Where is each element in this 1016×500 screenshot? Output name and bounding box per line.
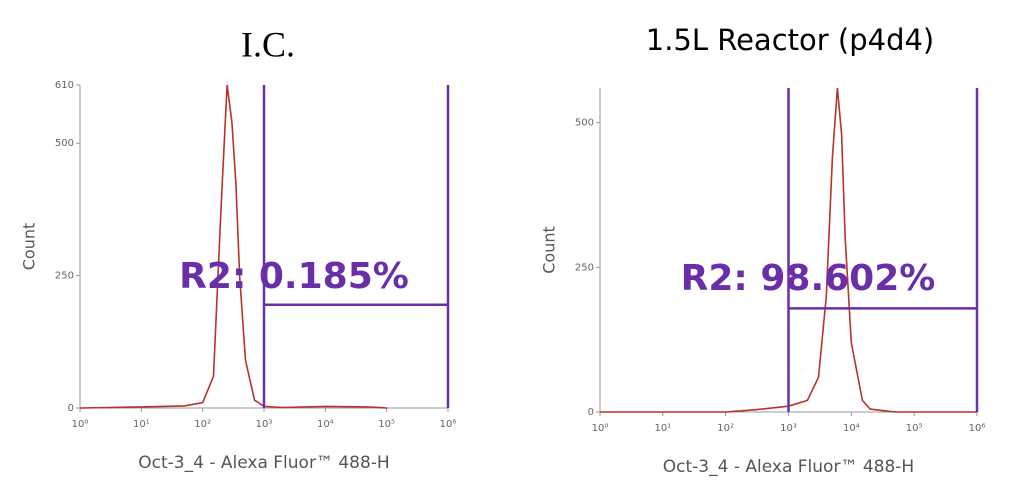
x-tick-label: 10² [194,419,211,430]
x-tick-label: 10¹ [133,419,150,430]
x-tick-label: 10⁰ [72,419,89,430]
y-tick-label: 500 [55,138,74,149]
chart-title: 1.5L Reactor (p4d4) [646,23,935,57]
x-tick-label: 10⁵ [378,419,395,430]
x-tick-label: 10³ [780,423,797,434]
y-tick-label: 0 [588,407,594,418]
x-axis-label: Oct-3_4 - Alexa Fluor™ 488-H [138,453,389,473]
x-tick-label: 10⁶ [969,423,986,434]
x-tick-label: 10⁴ [317,419,334,430]
y-tick-label: 250 [55,271,74,282]
x-tick-label: 10⁰ [592,423,609,434]
chart-title: I.C. [241,24,295,64]
x-tick-label: 10³ [256,419,273,430]
y-tick-label: 610 [55,80,74,91]
y-tick-label: 500 [575,118,594,129]
x-tick-label: 10⁵ [906,423,923,434]
x-tick-label: 10⁶ [440,419,457,430]
gate-annotation: R2: 98.602% [681,258,936,299]
x-tick-label: 10⁴ [843,423,860,434]
histogram-line [600,87,977,413]
x-tick-label: 10¹ [654,423,671,434]
y-tick-label: 0 [68,403,74,414]
x-axis-label: Oct-3_4 - Alexa Fluor™ 488-H [663,457,914,477]
histogram-line [79,84,387,409]
y-axis-label: Count [20,223,39,271]
gate-annotation: R2: 0.185% [179,256,409,297]
y-axis-label: Count [540,226,559,274]
y-tick-label: 250 [575,262,594,273]
x-tick-label: 10² [717,423,734,434]
